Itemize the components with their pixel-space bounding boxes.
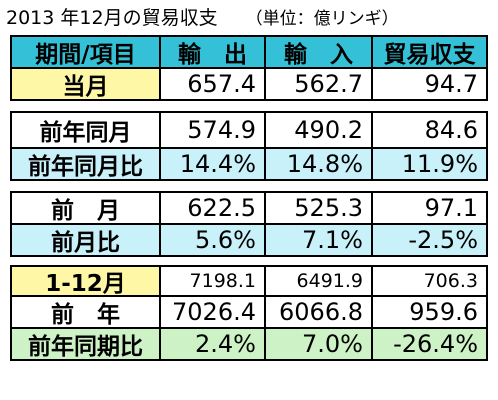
export-value: 7198.1 <box>159 265 266 297</box>
title-text: 2013 年12月の貿易収支 <box>6 7 218 29</box>
import-value: 525.3 <box>264 191 373 225</box>
import-value: 14.8% <box>264 147 373 181</box>
import-value: 6066.8 <box>264 295 373 329</box>
balance-value: 959.6 <box>371 295 488 329</box>
header-export: 輸 出 <box>159 35 266 69</box>
export-value: 657.4 <box>159 67 266 101</box>
table-row: 前年同月 574.9 490.2 84.6 <box>10 111 488 149</box>
table-row: 前年同月比 14.4% 14.8% 11.9% <box>10 147 488 181</box>
row-label: 当月 <box>10 67 161 101</box>
table-row: 当月 657.4 562.7 94.7 <box>10 67 488 101</box>
header-balance: 貿易収支 <box>371 35 488 69</box>
table-header: 期間/項目 輸 出 輸 入 貿易収支 <box>10 35 488 69</box>
table-row: 1-12月 7198.1 6491.9 706.3 <box>10 265 488 297</box>
import-value: 562.7 <box>264 67 373 101</box>
balance-value: -2.5% <box>371 223 488 257</box>
export-value: 2.4% <box>159 327 266 361</box>
table-row: 前月比 5.6% 7.1% -2.5% <box>10 223 488 257</box>
balance-value: 97.1 <box>371 191 488 225</box>
unit-label: （単位：億リンギ） <box>245 9 399 29</box>
import-value: 6491.9 <box>264 265 373 297</box>
header-period: 期間/項目 <box>10 35 161 69</box>
import-value: 7.0% <box>264 327 373 361</box>
table-row: 前年同期比 2.4% 7.0% -26.4% <box>10 327 488 361</box>
table-row: 前 年 7026.4 6066.8 959.6 <box>10 295 488 329</box>
balance-value: 94.7 <box>371 67 488 101</box>
export-value: 14.4% <box>159 147 266 181</box>
table-row: 前 月 622.5 525.3 97.1 <box>10 191 488 225</box>
row-label: 前年同月比 <box>10 147 161 181</box>
page-title: 2013 年12月の貿易収支 （単位：億リンギ） <box>6 2 399 34</box>
row-label: 前年同月 <box>10 111 161 149</box>
import-value: 490.2 <box>264 111 373 149</box>
balance-value: 11.9% <box>371 147 488 181</box>
export-value: 5.6% <box>159 223 266 257</box>
export-value: 622.5 <box>159 191 266 225</box>
header-import: 輸 入 <box>264 35 373 69</box>
row-label: 前月比 <box>10 223 161 257</box>
balance-value: 84.6 <box>371 111 488 149</box>
balance-value: 706.3 <box>371 265 488 297</box>
export-value: 574.9 <box>159 111 266 149</box>
row-label: 前年同期比 <box>10 327 161 361</box>
row-label: 前 年 <box>10 295 161 329</box>
export-value: 7026.4 <box>159 295 266 329</box>
row-label: 1-12月 <box>10 265 161 297</box>
balance-value: -26.4% <box>371 327 488 361</box>
row-label: 前 月 <box>10 191 161 225</box>
import-value: 7.1% <box>264 223 373 257</box>
